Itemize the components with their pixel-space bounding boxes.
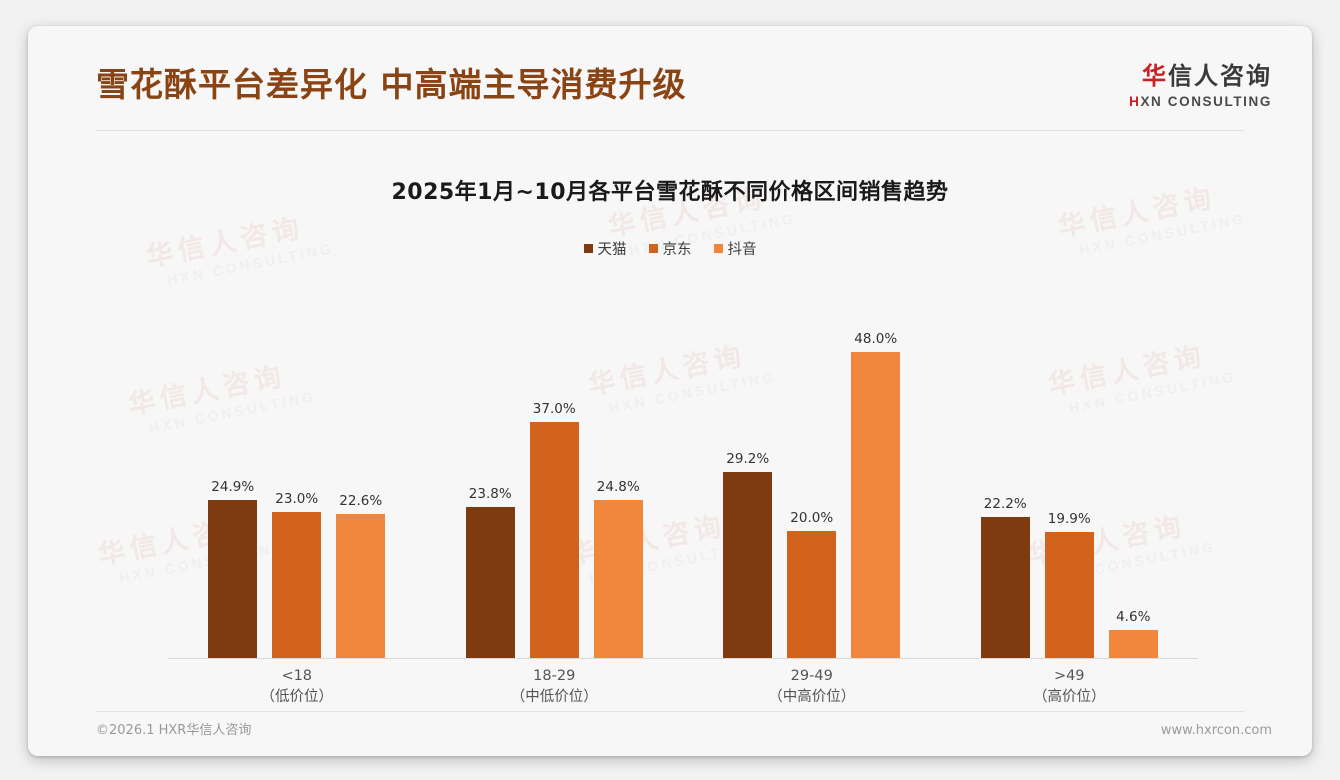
x-axis-label-tier: （低价位） — [260, 689, 334, 705]
bar-item[interactable]: 22.2% — [980, 281, 1030, 659]
footer-copyright: ©2026.1 HXR华信人咨询 — [96, 723, 252, 738]
bar[interactable] — [529, 422, 579, 659]
legend-label: 天猫 — [597, 242, 627, 258]
bar[interactable] — [208, 499, 258, 659]
header-divider — [96, 130, 1244, 131]
bar[interactable] — [1108, 629, 1158, 659]
legend-swatch-icon — [713, 244, 723, 253]
x-axis-label-tier: （中高价位） — [768, 689, 856, 705]
bar-group: 23.8% 37.0% 24.8% — [426, 281, 684, 659]
bar-groups: 24.9% 23.0% 22.6% 23.8% 37.0% 24.8% 29.2% 20.0%… — [168, 281, 1198, 659]
bar[interactable] — [980, 516, 1030, 659]
bar-value-label: 29.2% — [726, 451, 770, 468]
brand-logo-en-red: H — [1129, 94, 1141, 109]
x-axis-label-range: >49 — [1053, 668, 1085, 684]
bar[interactable] — [851, 351, 901, 659]
legend-item-2[interactable]: 京东 — [648, 238, 692, 259]
bar-item[interactable]: 4.6% — [1108, 281, 1158, 659]
bar-item[interactable]: 29.2% — [723, 281, 773, 659]
bar-value-label: 23.0% — [275, 490, 319, 507]
bar[interactable] — [1044, 531, 1094, 659]
bar-value-label: 20.0% — [790, 510, 834, 526]
slide-card: 华信人咨询 HXN CONSULTING 华信人咨询 HXN CONSULTIN… — [28, 26, 1312, 756]
bar-item[interactable]: 22.6% — [336, 281, 386, 659]
bar-value-label: 22.6% — [339, 493, 383, 510]
bar-item[interactable]: 19.9% — [1044, 281, 1094, 659]
bar-group: 22.2% 19.9% 4.6% — [941, 281, 1199, 659]
slide-header: 雪花酥平台差异化 中高端主导消费升级 华信人咨询 HXN CONSULTING — [28, 26, 1312, 130]
legend-label: 抖音 — [727, 242, 757, 258]
x-axis-label: <18 （低价位） — [168, 666, 426, 708]
legend-item-3[interactable]: 抖音 — [713, 238, 757, 259]
brand-logo: 华信人咨询 HXN CONSULTING — [1129, 56, 1272, 109]
x-axis-label-tier: （中低价位） — [510, 689, 598, 705]
bar-value-label: 37.0% — [532, 401, 576, 418]
page-title: 雪花酥平台差异化 中高端主导消费升级 — [96, 65, 687, 104]
x-axis-label: 29-49 （中高价位） — [683, 666, 941, 708]
x-axis-label: 18-29 （中低价位） — [426, 666, 684, 708]
brand-logo-cn-rest: 信人咨询 — [1168, 62, 1272, 90]
bar-value-label: 19.9% — [1047, 510, 1091, 527]
legend-item-1[interactable]: 天猫 — [583, 238, 627, 259]
bar-value-label: 48.0% — [854, 330, 898, 347]
bar-value-label: 24.9% — [211, 478, 255, 495]
x-axis-label-tier: （高价位） — [1033, 689, 1106, 705]
bar-group: 29.2% 20.0% 48.0% — [683, 281, 941, 659]
footer-divider — [96, 711, 1244, 712]
x-axis-label-range: 29-49 — [790, 668, 833, 684]
bar[interactable] — [336, 514, 386, 659]
bar-group: 24.9% 23.0% 22.6% — [168, 281, 426, 659]
bar[interactable] — [593, 500, 643, 659]
brand-logo-en: HXN CONSULTING — [1129, 94, 1272, 109]
bar[interactable] — [272, 511, 322, 659]
bar-item[interactable]: 24.8% — [593, 281, 643, 659]
x-axis-line — [168, 658, 1198, 659]
brand-logo-cn-red: 华 — [1142, 62, 1168, 90]
bar[interactable] — [787, 531, 837, 659]
bar-item[interactable]: 23.0% — [272, 281, 322, 659]
bar-item[interactable]: 23.8% — [465, 281, 515, 659]
brand-logo-en-rest: XN CONSULTING — [1140, 94, 1272, 109]
legend-swatch-icon — [648, 244, 658, 253]
x-axis-labels: <18 （低价位） 18-29 （中低价位） 29-49 （中高价位） >49 （高价位） — [168, 666, 1198, 708]
bar-item[interactable]: 48.0% — [851, 281, 901, 659]
footer-website[interactable]: www.hxrcon.com — [1160, 723, 1272, 738]
chart-plot-area: 24.9% 23.0% 22.6% 23.8% 37.0% 24.8% 29.2% 20.0%… — [168, 281, 1198, 659]
brand-logo-cn: 华信人咨询 — [1129, 56, 1272, 91]
bar-item[interactable]: 24.9% — [208, 281, 258, 659]
chart-legend: 天猫 京东 抖音 — [28, 238, 1312, 259]
chart-title: 2025年1月~10月各平台雪花酥不同价格区间销售趋势 — [391, 180, 949, 205]
bar-value-label: 22.2% — [983, 495, 1027, 512]
x-axis-label-range: 18-29 — [533, 668, 576, 684]
bar-value-label: 23.8% — [468, 485, 512, 502]
bar-value-label: 24.8% — [596, 479, 640, 496]
legend-swatch-icon — [583, 244, 593, 253]
x-axis-label-range: <18 — [281, 668, 313, 684]
x-axis-label: >49 （高价位） — [941, 666, 1199, 708]
bar-value-label: 4.6% — [1116, 608, 1151, 625]
legend-label: 京东 — [662, 242, 692, 258]
bar[interactable] — [723, 472, 773, 659]
bar[interactable] — [465, 506, 515, 659]
bar-item[interactable]: 37.0% — [529, 281, 579, 659]
bar-item[interactable]: 20.0% — [787, 281, 837, 659]
